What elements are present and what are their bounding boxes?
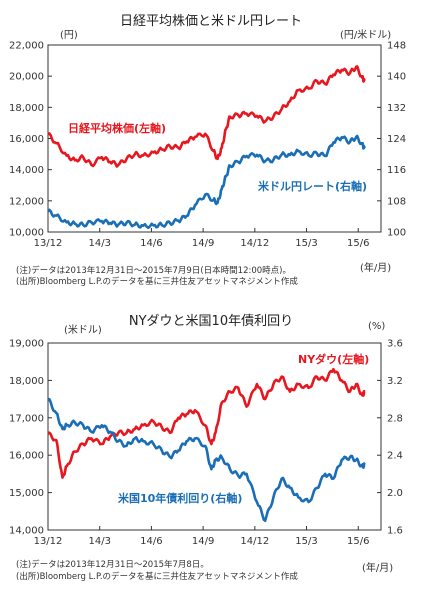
- y-tick-label-left: 18,000: [9, 376, 44, 387]
- series-line: [47, 397, 366, 522]
- y-tick-label-left: 16,000: [9, 451, 44, 462]
- series-line: [47, 65, 366, 168]
- y-tick-label-right: 1.6: [387, 526, 403, 537]
- x-tick-label: 14/12: [240, 536, 269, 547]
- x-axis-unit: (年/月): [362, 563, 394, 574]
- series-line: [47, 134, 366, 230]
- y-tick-label-right: 3.6: [387, 339, 403, 350]
- chart-source: (出所)Bloomberg L.P.のデータを基に三井住友アセットマネジメント作…: [16, 572, 298, 582]
- y-tick-label-right: 108: [387, 196, 406, 207]
- chart-note: (注)データは2013年12月31日～2015年7月8日。: [16, 560, 209, 570]
- y-tick-label-right: 132: [387, 103, 406, 114]
- chart-svg: 10,000 12,000 14,000 16,000 18,000 20,000 22,0…: [9, 41, 406, 250]
- x-tick-label: 13/12: [34, 238, 63, 249]
- chart-panel-dow-ust10y: NYダウと米国10年債利回り (米ドル) (%) (年/月) (注)データは20…: [0, 299, 422, 598]
- y-tick-label-left: 12,000: [9, 196, 44, 207]
- right-axis-unit: (%): [368, 321, 386, 332]
- x-tick-label: 15/3: [295, 536, 317, 547]
- y-tick-label-left: 18,000: [9, 103, 44, 114]
- x-tick-label: 14/12: [240, 238, 269, 249]
- x-tick-label: 14/9: [192, 238, 214, 249]
- x-tick-label: 14/3: [88, 536, 110, 547]
- chart-note: (注)データは2013年12月31日～2015年7月9日(日本時間12:00時点…: [16, 266, 291, 276]
- y-tick-label-right: 2.8: [387, 413, 403, 424]
- y-tick-label-right: 148: [387, 41, 406, 52]
- series-line: [47, 367, 366, 479]
- y-tick-label-left: 10,000: [9, 228, 44, 239]
- x-tick-label: 14/3: [88, 238, 110, 249]
- y-tick-label-left: 16,000: [9, 134, 44, 145]
- x-tick-label: 14/9: [192, 536, 214, 547]
- chart-title: 日経平均株価と米ドル円レート: [119, 14, 302, 29]
- x-axis-unit: (年/月): [360, 263, 392, 274]
- y-tick-label-right: 100: [387, 228, 406, 239]
- y-tick-label-left: 22,000: [9, 41, 44, 52]
- y-tick-label-right: 140: [387, 72, 406, 83]
- x-tick-label: 15/3: [295, 238, 317, 249]
- series-label: 日経平均株価(左軸): [68, 121, 166, 135]
- chart-title: NYダウと米国10年債利回り: [128, 314, 294, 329]
- right-axis-unit: (円/米ドル): [340, 30, 392, 41]
- chart-svg: 14,000 15,000 16,000 17,000 18,000 19,000 1.6 2…: [9, 339, 403, 548]
- y-tick-label-right: 2.0: [387, 488, 403, 499]
- x-tick-label: 14/6: [140, 536, 162, 547]
- y-tick-label-right: 3.2: [387, 376, 403, 387]
- x-tick-label: 15/6: [347, 238, 369, 249]
- chart-panel-nikkei-usdjpy: 日経平均株価と米ドル円レート (円) (円/米ドル) (年/月) (注)データは…: [9, 14, 406, 287]
- series-label: 米ドル円レート(右軸): [257, 179, 367, 193]
- y-tick-label-right: 116: [387, 165, 406, 176]
- series-label: 米国10年債利回り(右軸): [117, 491, 242, 505]
- x-tick-label: 13/12: [34, 536, 63, 547]
- y-tick-label-left: 20,000: [9, 72, 44, 83]
- y-tick-label-left: 17,000: [9, 413, 44, 424]
- plot-frame: [47, 342, 382, 531]
- chart-source: (出所)Bloomberg L.P.のデータを基に三井住友アセットマネジメント作…: [16, 277, 298, 287]
- y-tick-label-left: 19,000: [9, 339, 44, 350]
- left-axis-unit: (米ドル): [64, 325, 102, 336]
- x-tick-label: 14/6: [140, 238, 162, 249]
- y-tick-label-left: 14,000: [9, 526, 44, 537]
- left-axis-unit: (円): [60, 30, 78, 41]
- y-tick-label-right: 2.4: [387, 451, 403, 462]
- y-tick-label-left: 15,000: [9, 488, 44, 499]
- y-tick-label-right: 124: [387, 134, 406, 145]
- y-tick-label-left: 14,000: [9, 165, 44, 176]
- plot-frame: [47, 44, 382, 233]
- series-label: NYダウ(左軸): [298, 352, 369, 366]
- x-tick-label: 15/6: [347, 536, 369, 547]
